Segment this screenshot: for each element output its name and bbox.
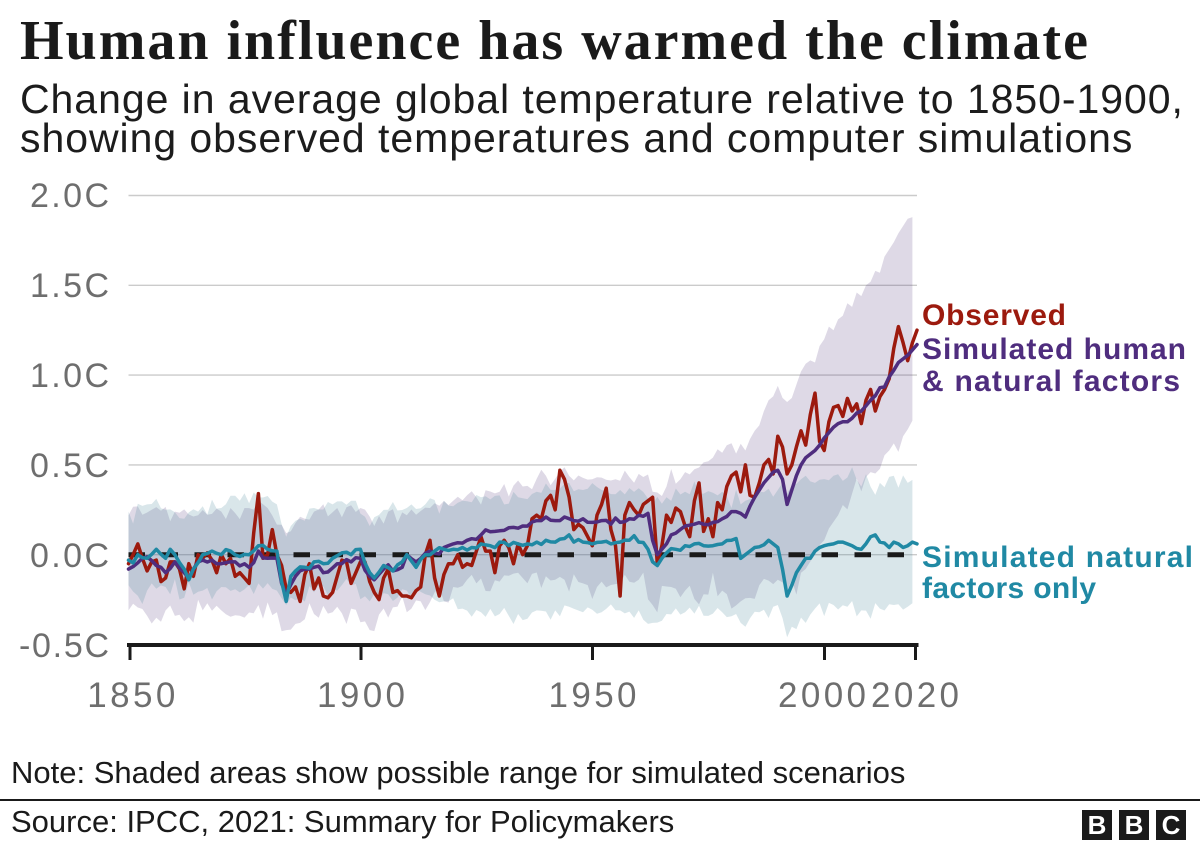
svg-text:Observed: Observed	[922, 299, 1066, 332]
svg-text:1850: 1850	[87, 676, 175, 715]
svg-text:2020: 2020	[871, 676, 959, 715]
svg-text:Simulated natural: Simulated natural	[922, 541, 1193, 574]
svg-text:& natural factors: & natural factors	[922, 365, 1180, 398]
svg-text:Simulated human: Simulated human	[922, 333, 1186, 366]
svg-text:2.0C: 2.0C	[30, 177, 109, 215]
svg-text:1950: 1950	[549, 676, 637, 715]
svg-text:-0.5C: -0.5C	[19, 627, 109, 665]
svg-text:0.5C: 0.5C	[30, 447, 109, 485]
svg-text:factors only: factors only	[922, 572, 1096, 605]
svg-text:1.0C: 1.0C	[30, 357, 109, 395]
svg-text:0.0C: 0.0C	[30, 537, 109, 575]
svg-text:1900: 1900	[317, 676, 405, 715]
svg-text:1.5C: 1.5C	[30, 267, 109, 305]
svg-text:2000: 2000	[778, 676, 866, 715]
